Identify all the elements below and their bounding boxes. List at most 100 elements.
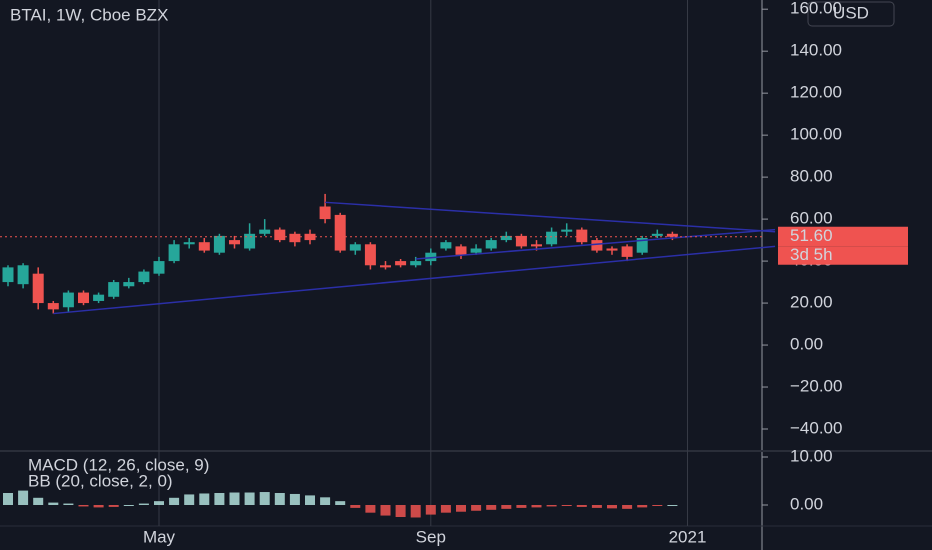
candle-body	[666, 233, 678, 237]
candle-body	[395, 261, 407, 266]
candle-body	[229, 240, 240, 245]
candle-body	[485, 240, 497, 249]
currency-button[interactable]	[807, 1, 895, 27]
candle-body	[380, 265, 391, 268]
y-tick-label: 140.00	[790, 41, 842, 60]
macd-bar	[410, 505, 421, 518]
macd-bar	[229, 492, 240, 505]
y-tick-label: 0.00	[790, 335, 823, 354]
macd-bar	[154, 501, 164, 505]
candle-body	[17, 265, 29, 285]
macd-bar	[607, 505, 617, 509]
candle-body	[93, 294, 105, 301]
candle-body	[591, 240, 603, 251]
candle-body	[561, 229, 573, 232]
macd-bar	[456, 505, 466, 512]
candle-body	[274, 229, 286, 241]
macd-bar	[365, 505, 376, 513]
candle-body	[108, 282, 120, 297]
trend-line	[53, 245, 776, 315]
candle-body	[546, 231, 558, 245]
macd-bar	[3, 493, 13, 505]
candle-body	[138, 271, 150, 283]
candle-body	[425, 252, 437, 262]
macd-bar	[516, 505, 527, 508]
macd-bar	[63, 503, 74, 505]
macd-bar	[93, 505, 104, 508]
macd-label: MACD (12, 26, close, 9)	[28, 455, 209, 474]
y-tick-label: 60.00	[790, 209, 833, 228]
y-tick-label: 100.00	[790, 125, 842, 144]
macd-bar	[561, 505, 572, 506]
macd-bar	[335, 501, 346, 505]
y-tick-label: 10.00	[790, 446, 833, 465]
countdown-label: 3d 5h	[790, 245, 833, 264]
x-tick-label: Sep	[416, 527, 446, 546]
macd-bar	[591, 505, 602, 508]
macd-bar	[350, 505, 361, 508]
macd-bar	[501, 505, 512, 509]
trend-line	[415, 228, 776, 260]
y-tick-label: 120.00	[790, 83, 842, 102]
candle-body	[651, 233, 663, 236]
macd-bar	[199, 493, 210, 505]
candle-body	[168, 244, 180, 262]
candle-body	[319, 206, 331, 220]
candle-body	[78, 292, 89, 304]
macd-bar	[652, 505, 663, 506]
macd-bar	[637, 505, 648, 508]
candle-body	[349, 244, 361, 251]
x-tick-label: 2021	[669, 527, 707, 546]
candle-body	[244, 233, 256, 249]
macd-bar	[471, 505, 482, 511]
chart-title: BTAI, 1W, Cboe BZX	[10, 5, 168, 24]
macd-bar	[576, 505, 587, 507]
macd-bar	[440, 505, 451, 513]
macd-bar	[184, 494, 195, 505]
currency-label[interactable]: USD	[833, 3, 869, 22]
macd-bar	[305, 495, 315, 505]
macd-bar	[78, 505, 89, 507]
candle-body	[289, 233, 301, 243]
candle-body	[213, 235, 225, 253]
macd-bar	[214, 493, 225, 505]
macd-bar	[48, 502, 59, 505]
macd-bar	[531, 505, 542, 508]
y-tick-label: 80.00	[790, 167, 833, 186]
candle-body	[364, 244, 376, 266]
macd-bar	[259, 492, 270, 505]
macd-bar	[546, 505, 557, 507]
macd-bar	[425, 505, 436, 515]
macd-bar	[33, 497, 44, 505]
candle-body	[2, 267, 14, 283]
candle-body	[636, 237, 648, 253]
macd-bar	[380, 505, 391, 516]
candle-body	[259, 229, 271, 234]
candle-body	[32, 273, 44, 304]
macd-bar	[274, 493, 285, 505]
y-tick-label: 20.00	[790, 293, 833, 312]
candle-body	[531, 244, 542, 247]
candle-body	[621, 246, 633, 257]
macd-bar	[395, 505, 406, 517]
y-tick-label: 0.00	[790, 494, 823, 513]
y-tick-label: −40.00	[790, 418, 842, 437]
bb-label: BB (20, close, 2, 0)	[28, 471, 173, 490]
macd-bar	[18, 490, 29, 505]
candle-body	[470, 248, 482, 253]
macd-bar	[123, 505, 134, 506]
macd-bar	[486, 505, 497, 510]
candle-body	[62, 292, 74, 308]
candle-body	[123, 282, 135, 287]
macd-bar	[289, 493, 300, 505]
macd-bar	[138, 503, 149, 505]
candle-body	[153, 261, 165, 274]
candle-body	[606, 248, 618, 251]
macd-bar	[169, 497, 180, 505]
candle-body	[500, 235, 512, 241]
macd-bar	[108, 505, 119, 507]
last-price-box	[778, 226, 908, 247]
y-tick-label: 160.00	[790, 0, 842, 18]
candle-body	[440, 242, 452, 249]
